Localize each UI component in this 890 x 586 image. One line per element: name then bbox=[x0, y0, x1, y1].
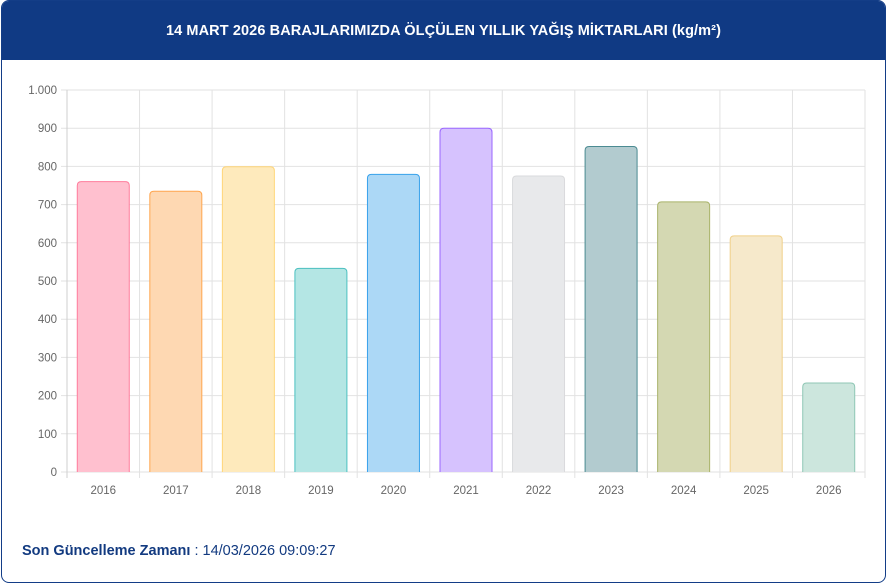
x-tick-label: 2025 bbox=[743, 485, 769, 497]
y-tick-label: 100 bbox=[38, 429, 57, 441]
x-tick-label: 2023 bbox=[598, 485, 624, 497]
x-tick-label: 2017 bbox=[163, 485, 189, 497]
x-tick-label: 2016 bbox=[90, 485, 116, 497]
last-updated-label: Son Güncelleme Zamanı bbox=[22, 543, 191, 559]
y-tick-label: 0 bbox=[51, 467, 57, 479]
x-tick-label: 2020 bbox=[381, 485, 407, 497]
y-tick-label: 200 bbox=[38, 391, 57, 403]
x-tick-label: 2026 bbox=[816, 485, 842, 497]
x-tick-label: 2021 bbox=[453, 485, 479, 497]
bar-2025 bbox=[729, 235, 783, 472]
y-tick-label: 700 bbox=[38, 200, 57, 212]
bar-2017 bbox=[149, 190, 203, 472]
chart-title: 14 MART 2026 BARAJLARIMIZDA ÖLÇÜLEN YILL… bbox=[2, 1, 885, 60]
y-tick-label: 800 bbox=[38, 161, 57, 173]
y-tick-label: 500 bbox=[38, 276, 57, 288]
bar-2021 bbox=[439, 127, 493, 472]
last-updated: Son Güncelleme Zamanı : 14/03/2026 09:09… bbox=[22, 543, 336, 559]
x-tick-label: 2018 bbox=[236, 485, 262, 497]
bar-2020 bbox=[366, 173, 420, 472]
bar-2026 bbox=[802, 382, 856, 472]
last-updated-value: 14/03/2026 09:09:27 bbox=[202, 543, 336, 559]
x-tick-label: 2022 bbox=[526, 485, 552, 497]
x-tick-label: 2024 bbox=[671, 485, 697, 497]
y-tick-label: 600 bbox=[38, 238, 57, 250]
last-updated-separator: : bbox=[190, 543, 203, 559]
bar-2023 bbox=[584, 146, 638, 472]
y-tick-label: 1.000 bbox=[28, 85, 57, 97]
y-tick-label: 400 bbox=[38, 314, 57, 326]
bar-2022 bbox=[512, 175, 566, 472]
bar-2018 bbox=[221, 166, 275, 472]
y-tick-label: 300 bbox=[38, 352, 57, 364]
bar-2024 bbox=[657, 201, 711, 472]
y-tick-label: 900 bbox=[38, 123, 57, 135]
x-tick-label: 2019 bbox=[308, 485, 334, 497]
bar-2019 bbox=[294, 267, 348, 472]
bar-2016 bbox=[76, 181, 130, 472]
